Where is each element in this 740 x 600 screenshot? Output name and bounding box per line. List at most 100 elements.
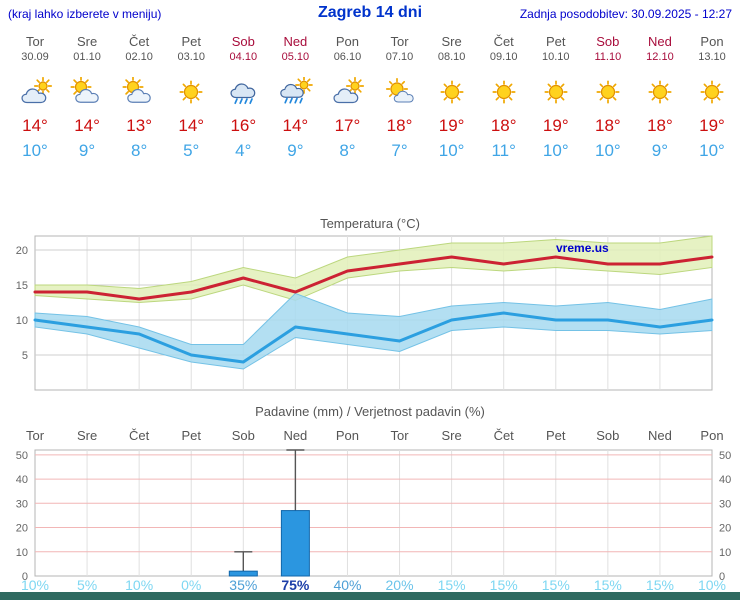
precip-probability: 15% [437,577,466,593]
precip-probability: 0% [181,577,202,593]
day-column: Tor 30.09 14° 10° [7,34,63,162]
day-name: Sre [441,34,462,49]
day-date: 07.10 [385,51,414,63]
precipitation-chart: 0 0 10 10 20 20 30 30 40 40 50 50 [16,449,731,583]
precip-probability: 10% [125,577,154,593]
svg-text:50: 50 [719,450,731,462]
day-name: Pon [700,34,724,49]
weather-icon-sunny [580,76,636,110]
temp-max: 18° [647,116,673,135]
precip-probability: 15% [541,577,570,593]
day-date: 11.10 [594,51,622,63]
day-date: 05.10 [281,51,310,63]
weather-icon-sunny [684,76,740,110]
day-column: Sob 11.10 18° 10° [580,34,636,162]
precip-day-label: Pon [700,428,724,443]
temp-min: 10° [22,141,48,160]
svg-text:30: 30 [16,498,28,510]
day-date: 10.10 [542,51,570,63]
temp-min: 10° [594,141,621,160]
weather-icon-cloudy [7,76,63,110]
last-update-timestamp: Zadnja posodobitev: 30.09.2025 - 12:27 [519,7,732,21]
temp-min: 7° [391,141,408,160]
precip-day-label: Sob [231,428,255,443]
precip-probability: 15% [645,577,674,593]
temp-max: 17° [334,116,361,135]
svg-text:10: 10 [16,547,28,559]
precip-probability: 35% [229,577,258,593]
temp-min: 11° [491,141,516,160]
temp-max: 14° [74,116,100,135]
day-name: Tor [25,34,45,49]
day-column: Tor 07.10 18° 7° [372,34,428,162]
precip-day-label: Pet [546,428,566,443]
day-column: Čet 02.10 13° 8° [111,34,167,162]
temp-min: 10° [699,141,725,160]
day-name: Čet [493,34,514,49]
weather-icon-rain [215,76,271,110]
svg-text:5: 5 [22,350,28,362]
precip-probability: 10% [20,577,50,593]
precip-day-label: Pon [335,428,360,443]
day-column: Pon 13.10 19° 10° [684,34,740,162]
day-date: 03.10 [177,51,205,63]
temp-min: 9° [78,141,96,160]
day-name: Čet [129,34,150,49]
weather-icon-rain-sun [267,76,323,110]
day-name: Ned [647,34,672,49]
day-column: Pon 06.10 17° 8° [319,34,375,162]
precip-day-label: Sre [76,428,98,443]
precip-probability: 5% [76,577,98,593]
weather-icon-sunny [163,76,219,110]
svg-text:0: 0 [22,571,28,583]
day-column: Pet 03.10 14° 5° [163,34,219,162]
precip-day-label: Čet [493,428,514,443]
temperature-chart: 5 10 15 20 vreme.us [16,235,714,391]
watermark: vreme.us [556,241,609,255]
precip-day-label: Ned [647,428,672,443]
svg-text:20: 20 [16,245,28,257]
day-date: 30.09 [21,51,49,63]
svg-text:20: 20 [719,523,731,535]
day-date: 06.10 [333,51,362,63]
day-date: 12.10 [646,51,674,63]
day-date: 02.10 [125,51,153,63]
precip-probability: 15% [489,577,518,593]
weather-icon-partly [59,76,115,110]
temp-min: 9° [287,141,304,160]
precip-day-label: Pet [181,428,201,443]
day-column: Pet 10.10 19° 10° [528,34,584,162]
svg-text:40: 40 [719,474,731,486]
svg-text:10: 10 [719,547,731,559]
precip-probability: 10% [697,577,727,593]
day-name: Pet [546,34,566,49]
svg-text:10: 10 [16,315,28,327]
temp-min: 4° [235,141,252,160]
day-column: Čet 09.10 18° 11° [476,34,532,162]
day-name: Pet [181,34,201,49]
precip-probability: 40% [333,577,362,593]
precip-day-label: Čet [129,428,150,443]
svg-text:50: 50 [16,450,28,462]
temp-max: 13° [126,116,152,135]
precip-day-label: Sob [596,428,620,443]
weather-icon-sunny [632,76,688,110]
page-title: Zagreb 14 dni [317,4,423,21]
weather-icon-cloudy [319,76,375,110]
temp-max: 19° [542,116,569,135]
day-date: 01.10 [73,51,101,63]
svg-text:20: 20 [16,523,28,535]
temp-max: 16° [230,116,257,135]
temp-min: 5° [183,141,200,160]
day-name: Sob [231,34,255,49]
temp-min: 8° [131,141,148,160]
day-date: 04.10 [229,51,258,63]
day-column: Ned 12.10 18° 9° [632,34,688,162]
day-name: Pon [335,34,360,49]
day-name: Ned [283,34,308,49]
day-name: Sre [76,34,98,49]
day-column: Sre 08.10 19° 10° [424,34,480,162]
precip-probability: 15% [593,577,622,593]
temp-min: 10° [542,141,569,160]
precip-day-label: Tor [390,428,409,443]
